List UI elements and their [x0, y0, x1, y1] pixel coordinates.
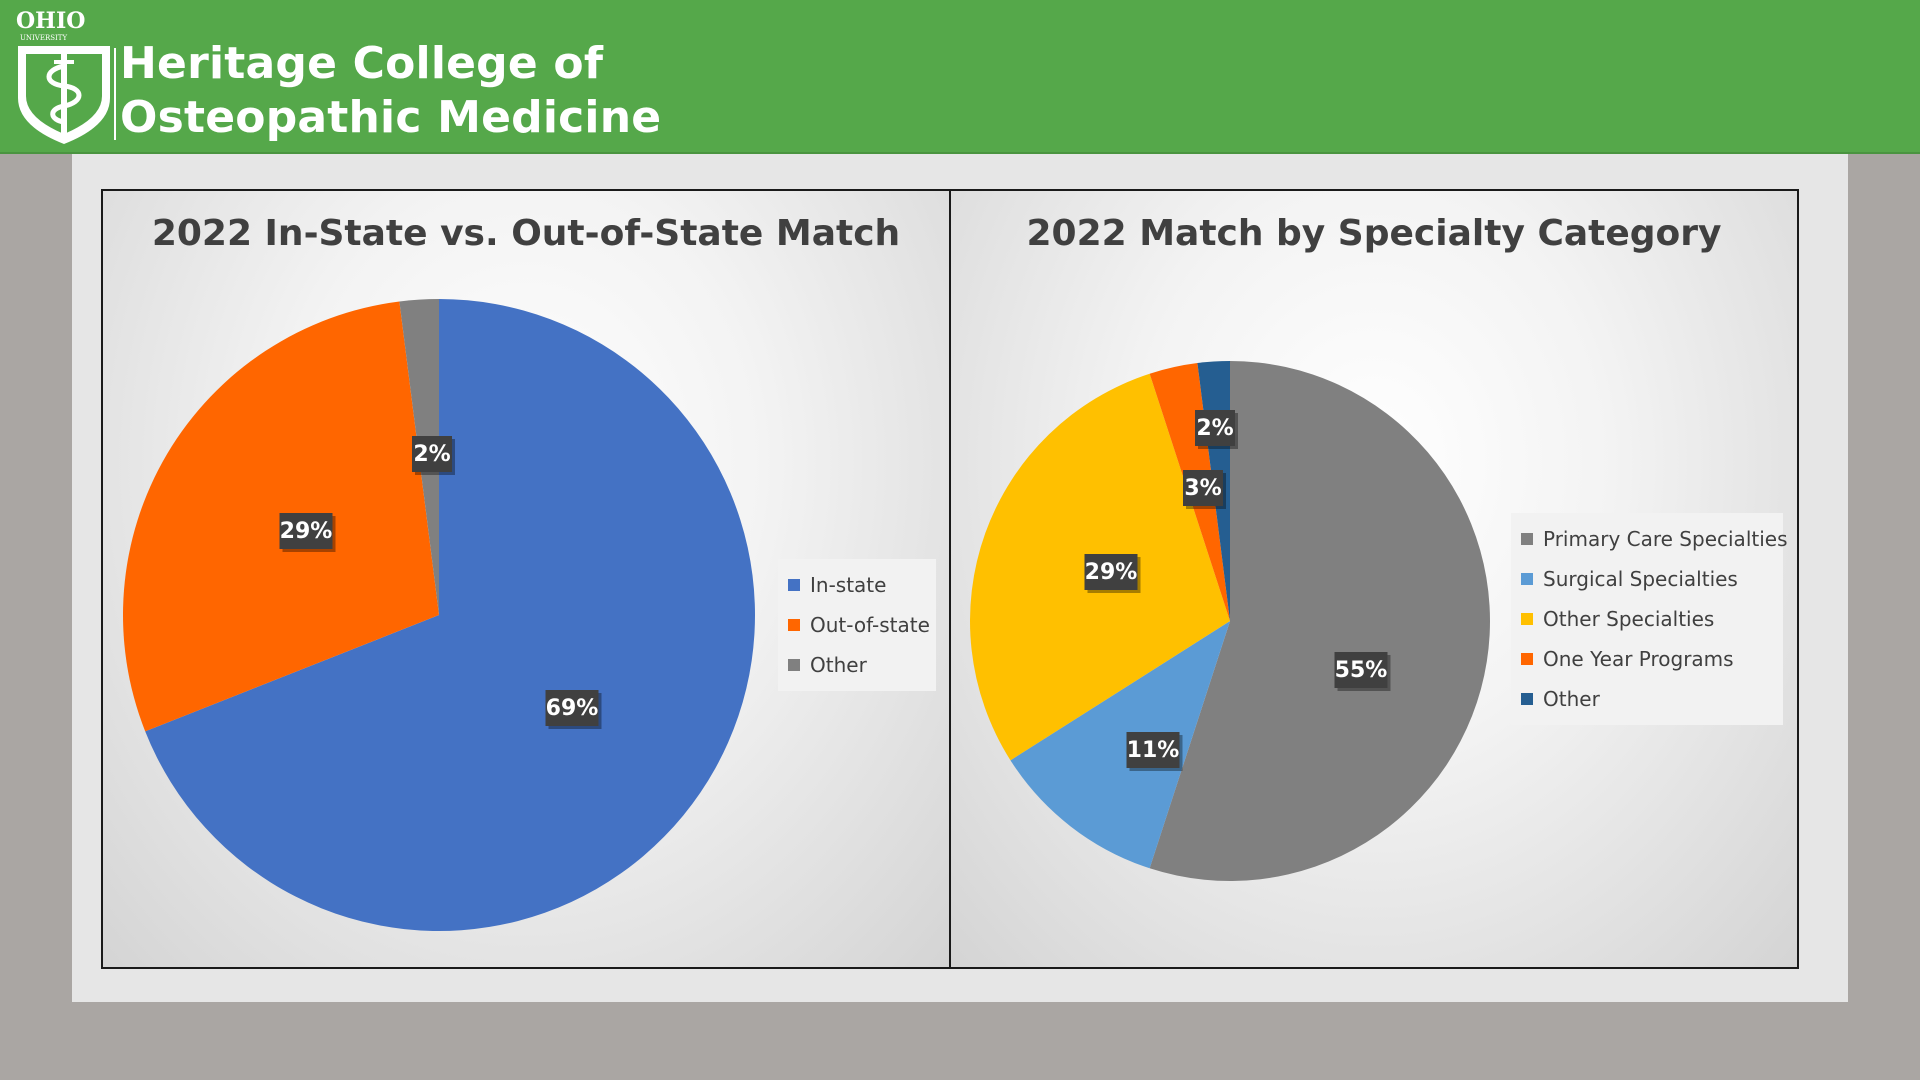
legend-item-in-state: In-state [788, 565, 926, 605]
legend-label: Primary Care Specialties [1543, 527, 1788, 551]
legend-swatch [1521, 653, 1533, 665]
svg-text:2%: 2% [1196, 416, 1233, 441]
chart-legend: In-state Out-of-state Other [778, 559, 936, 691]
data-label-one-year-programs: 3% [1183, 470, 1226, 509]
college-name-line1: Heritage College of [120, 38, 604, 89]
legend-item-primary-care-specialties: Primary Care Specialties [1521, 519, 1788, 559]
banner-divider [114, 48, 116, 140]
legend-label: In-state [810, 573, 887, 597]
legend-item-surgical-specialties: Surgical Specialties [1521, 559, 1773, 599]
data-label-surgical-specialties: 11% [1126, 732, 1183, 771]
legend-label: Surgical Specialties [1543, 567, 1738, 591]
legend-swatch [1521, 613, 1533, 625]
pie-slice-surgical-specialties [1010, 621, 1230, 869]
legend-label: Other Specialties [1543, 607, 1715, 631]
svg-text:69%: 69% [546, 696, 599, 721]
data-label-other: 2% [1195, 410, 1238, 449]
data-label-other: 2% [412, 436, 455, 475]
pie-chart-specialty: 55% 11% 29% 3% 2% [970, 361, 1490, 881]
chart-title: 2022 In-State vs. Out-of-State Match [151, 213, 901, 254]
chart-panel-instate: 2022 In-State vs. Out-of-State Match 69%… [101, 189, 951, 969]
legend-item-other: Other [788, 645, 926, 685]
svg-text:55%: 55% [1335, 658, 1388, 683]
legend-swatch [788, 579, 800, 591]
data-label-primary-care-specialties: 55% [1334, 652, 1391, 691]
legend-label: Out-of-state [810, 613, 930, 637]
svg-text:11%: 11% [1127, 738, 1180, 763]
college-name-line2: Osteopathic Medicine [120, 92, 662, 143]
pie-chart-instate: 69% 29% 2% [122, 299, 756, 932]
legend-swatch [1521, 533, 1533, 545]
legend-label: One Year Programs [1543, 647, 1734, 671]
chart-legend: Primary Care Specialties Surgical Special… [1511, 513, 1788, 725]
ohio-university-logo: OHIO UNIVERSITY [16, 8, 110, 144]
pie-slice-in-state [145, 299, 756, 932]
data-label-in-state: 69% [545, 690, 602, 729]
data-label-other-specialties: 29% [1084, 554, 1141, 593]
legend-swatch [1521, 573, 1533, 585]
chart-title: 2022 Match by Specialty Category [1026, 213, 1722, 254]
legend-label: Other [1543, 687, 1600, 711]
legend-label: Other [810, 653, 867, 677]
legend-swatch [788, 659, 800, 671]
legend-item-one-year-programs: One Year Programs [1521, 639, 1773, 679]
svg-text:29%: 29% [280, 519, 333, 544]
legend-item-other: Other [1521, 679, 1773, 719]
chart-panel-specialty: 2022 Match by Specialty Category 55% 11% 2… [949, 189, 1799, 969]
slide-content: 2022 In-State vs. Out-of-State Match 69%… [72, 154, 1848, 1002]
legend-swatch [1521, 693, 1533, 705]
svg-text:2%: 2% [413, 442, 450, 467]
svg-text:3%: 3% [1184, 476, 1221, 501]
pie-slice-primary-care-specialties [1149, 361, 1490, 881]
header-banner: OHIO UNIVERSITY Heritage College of Oste… [0, 0, 1920, 154]
svg-text:OHIO: OHIO [16, 8, 85, 34]
svg-text:29%: 29% [1085, 560, 1138, 585]
legend-item-other-specialties: Other Specialties [1521, 599, 1773, 639]
legend-item-out-of-state: Out-of-state [788, 605, 930, 645]
data-label-out-of-state: 29% [279, 513, 336, 552]
legend-swatch [788, 619, 800, 631]
svg-text:UNIVERSITY: UNIVERSITY [20, 34, 67, 42]
